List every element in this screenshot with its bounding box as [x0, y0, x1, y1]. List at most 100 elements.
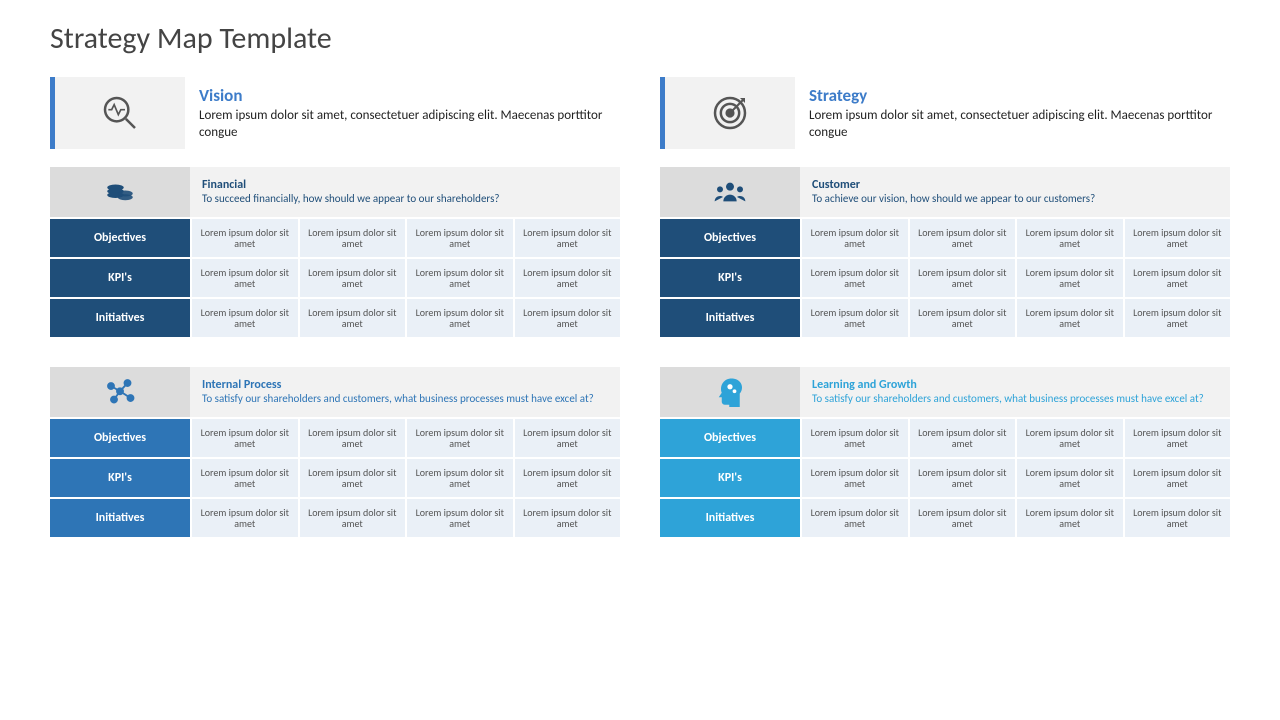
table-cell: Lorem ipsum dolor sit amet [802, 259, 908, 297]
section-grid: ObjectivesLorem ipsum dolor sit ametLore… [660, 419, 1230, 537]
table-cell: Lorem ipsum dolor sit amet [802, 219, 908, 257]
row-label: Objectives [660, 219, 800, 257]
page-title: Strategy Map Template [50, 20, 1230, 57]
section-header: CustomerTo achieve our vision, how shoul… [660, 167, 1230, 217]
section-desc: To satisfy our shareholders and customer… [202, 392, 608, 405]
row-label: Initiatives [660, 499, 800, 537]
table-cell: Lorem ipsum dolor sit amet [1125, 219, 1231, 257]
table-cell: Lorem ipsum dolor sit amet [910, 219, 1016, 257]
table-cell: Lorem ipsum dolor sit amet [910, 259, 1016, 297]
table-cell: Lorem ipsum dolor sit amet [1017, 219, 1123, 257]
section-grid: ObjectivesLorem ipsum dolor sit ametLore… [50, 419, 620, 537]
table-cell: Lorem ipsum dolor sit amet [515, 459, 621, 497]
vision-title: Vision [199, 85, 606, 106]
table-cell: Lorem ipsum dolor sit amet [910, 299, 1016, 337]
row-label: Initiatives [50, 499, 190, 537]
strategy-text: Strategy Lorem ipsum dolor sit amet, con… [795, 77, 1230, 149]
section-desc: To achieve our vision, how should we app… [812, 192, 1218, 205]
table-cell: Lorem ipsum dolor sit amet [407, 259, 513, 297]
section-header: Learning and GrowthTo satisfy our shareh… [660, 367, 1230, 417]
table-cell: Lorem ipsum dolor sit amet [1125, 299, 1231, 337]
top-row: Vision Lorem ipsum dolor sit amet, conse… [50, 77, 1230, 149]
table-cell: Lorem ipsum dolor sit amet [407, 499, 513, 537]
section-customer: CustomerTo achieve our vision, how shoul… [660, 167, 1230, 337]
people-icon [660, 167, 800, 217]
row-label: KPI's [660, 259, 800, 297]
section-header-text: FinancialTo succeed financially, how sho… [190, 167, 620, 217]
section-header-text: CustomerTo achieve our vision, how shoul… [800, 167, 1230, 217]
section-desc: To succeed financially, how should we ap… [202, 192, 608, 205]
table-cell: Lorem ipsum dolor sit amet [407, 299, 513, 337]
sections-grid: FinancialTo succeed financially, how sho… [50, 167, 1230, 537]
table-cell: Lorem ipsum dolor sit amet [1017, 459, 1123, 497]
row-label: Objectives [660, 419, 800, 457]
section-header: Internal ProcessTo satisfy our sharehold… [50, 367, 620, 417]
table-cell: Lorem ipsum dolor sit amet [802, 419, 908, 457]
table-cell: Lorem ipsum dolor sit amet [802, 299, 908, 337]
section-learning-and-growth: Learning and GrowthTo satisfy our shareh… [660, 367, 1230, 537]
section-header-text: Learning and GrowthTo satisfy our shareh… [800, 367, 1230, 417]
row-label: Initiatives [660, 299, 800, 337]
vision-desc: Lorem ipsum dolor sit amet, consectetuer… [199, 108, 606, 141]
target-icon [710, 93, 750, 133]
table-cell: Lorem ipsum dolor sit amet [300, 459, 406, 497]
table-cell: Lorem ipsum dolor sit amet [407, 459, 513, 497]
head-gears-icon [660, 367, 800, 417]
strategy-title: Strategy [809, 85, 1216, 106]
vision-text: Vision Lorem ipsum dolor sit amet, conse… [185, 77, 620, 149]
table-cell: Lorem ipsum dolor sit amet [300, 219, 406, 257]
strategy-desc: Lorem ipsum dolor sit amet, consectetuer… [809, 108, 1216, 141]
section-grid: ObjectivesLorem ipsum dolor sit ametLore… [660, 219, 1230, 337]
table-cell: Lorem ipsum dolor sit amet [192, 419, 298, 457]
table-cell: Lorem ipsum dolor sit amet [515, 299, 621, 337]
table-cell: Lorem ipsum dolor sit amet [515, 259, 621, 297]
strategy-card: Strategy Lorem ipsum dolor sit amet, con… [660, 77, 1230, 149]
table-cell: Lorem ipsum dolor sit amet [1017, 299, 1123, 337]
table-cell: Lorem ipsum dolor sit amet [515, 219, 621, 257]
section-header-text: Internal ProcessTo satisfy our sharehold… [190, 367, 620, 417]
row-label: KPI's [50, 459, 190, 497]
table-cell: Lorem ipsum dolor sit amet [910, 499, 1016, 537]
network-icon [50, 367, 190, 417]
table-cell: Lorem ipsum dolor sit amet [515, 419, 621, 457]
table-cell: Lorem ipsum dolor sit amet [1017, 419, 1123, 457]
section-title: Learning and Growth [812, 378, 1218, 392]
row-label: KPI's [660, 459, 800, 497]
section-header: FinancialTo succeed financially, how sho… [50, 167, 620, 217]
table-cell: Lorem ipsum dolor sit amet [1017, 499, 1123, 537]
row-label: KPI's [50, 259, 190, 297]
row-label: Initiatives [50, 299, 190, 337]
table-cell: Lorem ipsum dolor sit amet [1017, 259, 1123, 297]
table-cell: Lorem ipsum dolor sit amet [910, 419, 1016, 457]
coins-icon [50, 167, 190, 217]
section-internal-process: Internal ProcessTo satisfy our sharehold… [50, 367, 620, 537]
table-cell: Lorem ipsum dolor sit amet [910, 459, 1016, 497]
section-desc: To satisfy our shareholders and customer… [812, 392, 1218, 405]
table-cell: Lorem ipsum dolor sit amet [802, 499, 908, 537]
table-cell: Lorem ipsum dolor sit amet [407, 419, 513, 457]
section-title: Financial [202, 178, 608, 192]
table-cell: Lorem ipsum dolor sit amet [1125, 259, 1231, 297]
table-cell: Lorem ipsum dolor sit amet [515, 499, 621, 537]
vision-card: Vision Lorem ipsum dolor sit amet, conse… [50, 77, 620, 149]
table-cell: Lorem ipsum dolor sit amet [192, 499, 298, 537]
table-cell: Lorem ipsum dolor sit amet [192, 299, 298, 337]
table-cell: Lorem ipsum dolor sit amet [802, 459, 908, 497]
table-cell: Lorem ipsum dolor sit amet [1125, 459, 1231, 497]
table-cell: Lorem ipsum dolor sit amet [407, 219, 513, 257]
table-cell: Lorem ipsum dolor sit amet [1125, 499, 1231, 537]
table-cell: Lorem ipsum dolor sit amet [300, 259, 406, 297]
table-cell: Lorem ipsum dolor sit amet [1125, 419, 1231, 457]
table-cell: Lorem ipsum dolor sit amet [192, 219, 298, 257]
table-cell: Lorem ipsum dolor sit amet [300, 499, 406, 537]
section-title: Internal Process [202, 378, 608, 392]
table-cell: Lorem ipsum dolor sit amet [300, 299, 406, 337]
section-grid: ObjectivesLorem ipsum dolor sit ametLore… [50, 219, 620, 337]
vision-icon-box [55, 77, 185, 149]
section-title: Customer [812, 178, 1218, 192]
section-financial: FinancialTo succeed financially, how sho… [50, 167, 620, 337]
table-cell: Lorem ipsum dolor sit amet [192, 459, 298, 497]
magnifier-pulse-icon [100, 93, 140, 133]
row-label: Objectives [50, 219, 190, 257]
table-cell: Lorem ipsum dolor sit amet [192, 259, 298, 297]
